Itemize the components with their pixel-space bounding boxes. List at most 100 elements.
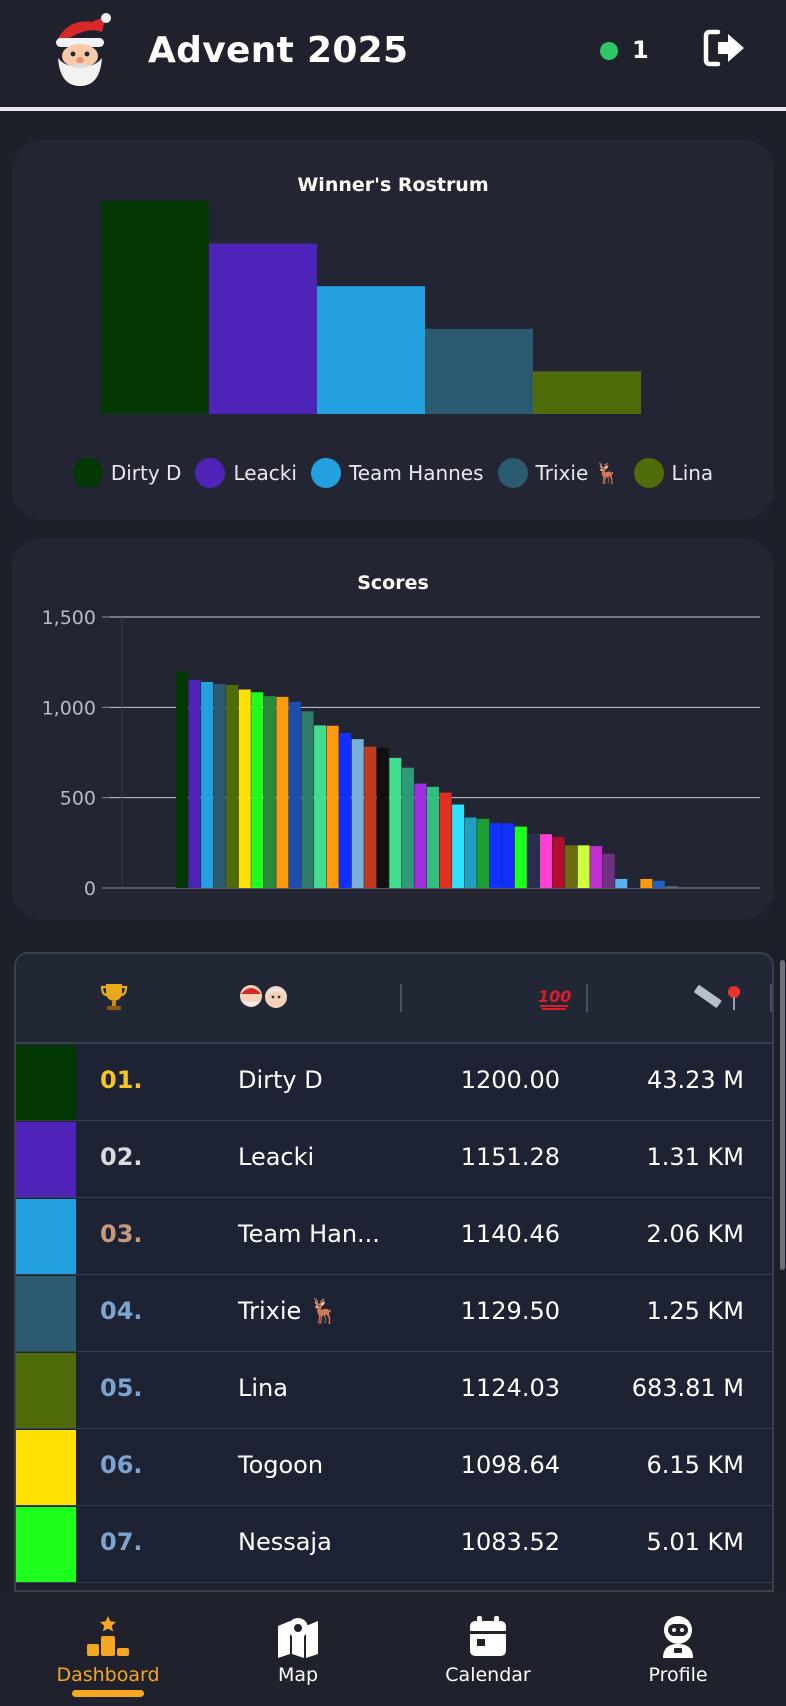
app-header: Advent 2025 1 [0,0,786,111]
score-bar [251,692,264,888]
legend-swatch [497,458,528,488]
score-bar [364,746,377,888]
color-swatch [16,1045,76,1120]
score-bar [263,696,276,888]
score-bar [389,757,402,888]
score-bar [565,845,578,888]
legend-item[interactable]: Lina [633,458,714,488]
score-bar [602,853,615,888]
score-cell: 1098.64 [460,1451,560,1479]
y-tick-label: 500 [60,788,96,810]
logout-icon[interactable] [702,28,746,68]
nav-calendar[interactable]: Calendar [408,1614,568,1686]
name-cell: Togoon [238,1451,324,1479]
distance-cell: 6.15 KM [646,1451,744,1479]
distance-cell: 1.25 KM [646,1297,744,1325]
score-bar [288,701,301,888]
leaderboard-table: 100 01. Dirty D 1200.00 43.23 M 02. Leacki 115… [14,952,774,1592]
santa-couple-icon[interactable] [238,982,290,1012]
nav-map[interactable]: Map [218,1614,378,1686]
distance-cell: 2.06 KM [646,1220,744,1248]
score-bar [640,878,653,888]
distance-cell: 683.81 M [631,1374,744,1402]
score-bar [464,817,477,888]
score-bar [201,681,214,888]
rank-cell: 02. [100,1143,143,1171]
score-bar [176,671,188,888]
legend-label: Trixie 🦌 [535,461,620,485]
score-bar [552,837,565,888]
score-bar [477,818,490,888]
nav-dashboard[interactable]: Dashboard [28,1614,188,1686]
table-row[interactable]: 04. Trixie 🦌 1129.50 1.25 KM [16,1275,772,1352]
astronaut-icon [663,1616,693,1658]
score-bar [213,683,226,888]
color-swatch [16,1199,76,1274]
nav-label: Calendar [445,1664,531,1686]
color-swatch [16,1430,76,1505]
score-bar [615,878,628,888]
legend-item[interactable]: Team Hannes [310,458,484,488]
legend-swatch [633,458,664,488]
name-cell: Team Han... [238,1220,380,1248]
online-count: 1 [632,36,649,64]
score-bar [414,783,427,888]
distance-cell: 1.31 KM [646,1143,744,1171]
table-row[interactable]: 02. Leacki 1151.28 1.31 KM [16,1121,772,1198]
rank-cell: 05. [100,1374,143,1402]
legend-label: Lina [671,461,714,485]
score-bar [276,696,289,888]
legend-item[interactable]: Dirty D [72,458,182,488]
rostrum-bar [317,286,425,414]
table-row[interactable]: 06. Togoon 1098.64 6.15 KM [16,1429,772,1506]
online-status-dot [600,42,618,60]
score-bar [376,747,389,888]
score-bar [301,711,314,888]
score-bar [527,833,540,888]
name-cell: Trixie 🦌 [238,1297,339,1325]
legend-item[interactable]: Leacki [195,458,297,488]
table-row[interactable]: 01. Dirty D 1200.00 43.23 M [16,1044,772,1121]
score-bar [351,739,364,888]
y-tick-label: 1,000 [42,697,96,719]
score-bar [502,823,515,888]
legend-label: Dirty D [110,461,182,485]
table-row[interactable]: 03. Team Han... 1140.46 2.06 KM [16,1198,772,1275]
rank-cell: 07. [100,1528,143,1556]
score-bar [665,886,678,888]
hundred-points-icon[interactable]: 100 [538,984,572,1010]
header-separator [586,984,588,1012]
rank-cell: 06. [100,1451,143,1479]
score-cell: 1151.28 [460,1143,560,1171]
rostrum-card: Winner's Rostrum Dirty D Leacki Team Hanne… [12,140,774,520]
score-bar [326,725,339,888]
rostrum-bar [101,201,209,414]
nav-label: Profile [648,1664,708,1686]
score-bar [339,732,352,888]
distance-cell: 5.01 KM [646,1528,744,1556]
score-bar [590,846,603,888]
scores-title: Scores [357,572,429,594]
table-row[interactable]: 05. Lina 1124.03 683.81 M [16,1352,772,1429]
map-icon [278,1618,318,1658]
score-cell: 1124.03 [460,1374,560,1402]
score-cell: 1200.00 [460,1066,560,1094]
nav-profile[interactable]: Profile [598,1614,758,1686]
legend-swatch [310,458,341,488]
header-separator [770,984,772,1012]
score-cell: 1140.46 [460,1220,560,1248]
scrollbar[interactable] [780,960,785,1270]
bottom-nav: Dashboard Map Calendar [0,1594,786,1706]
table-row[interactable]: 07. Nessaja 1083.52 5.01 KM [16,1506,772,1583]
score-bar [226,684,239,888]
legend-swatch [72,458,103,488]
trophy-icon[interactable] [100,982,128,1012]
color-swatch [16,1353,76,1428]
score-bar [577,845,590,888]
legend-item[interactable]: Trixie 🦌 [497,458,620,488]
color-swatch [16,1507,76,1582]
legend-swatch [195,458,226,488]
legend-label: Leacki [233,461,297,485]
ruler-pin-icon[interactable] [692,982,744,1012]
svg-text:100: 100 [538,987,571,1006]
